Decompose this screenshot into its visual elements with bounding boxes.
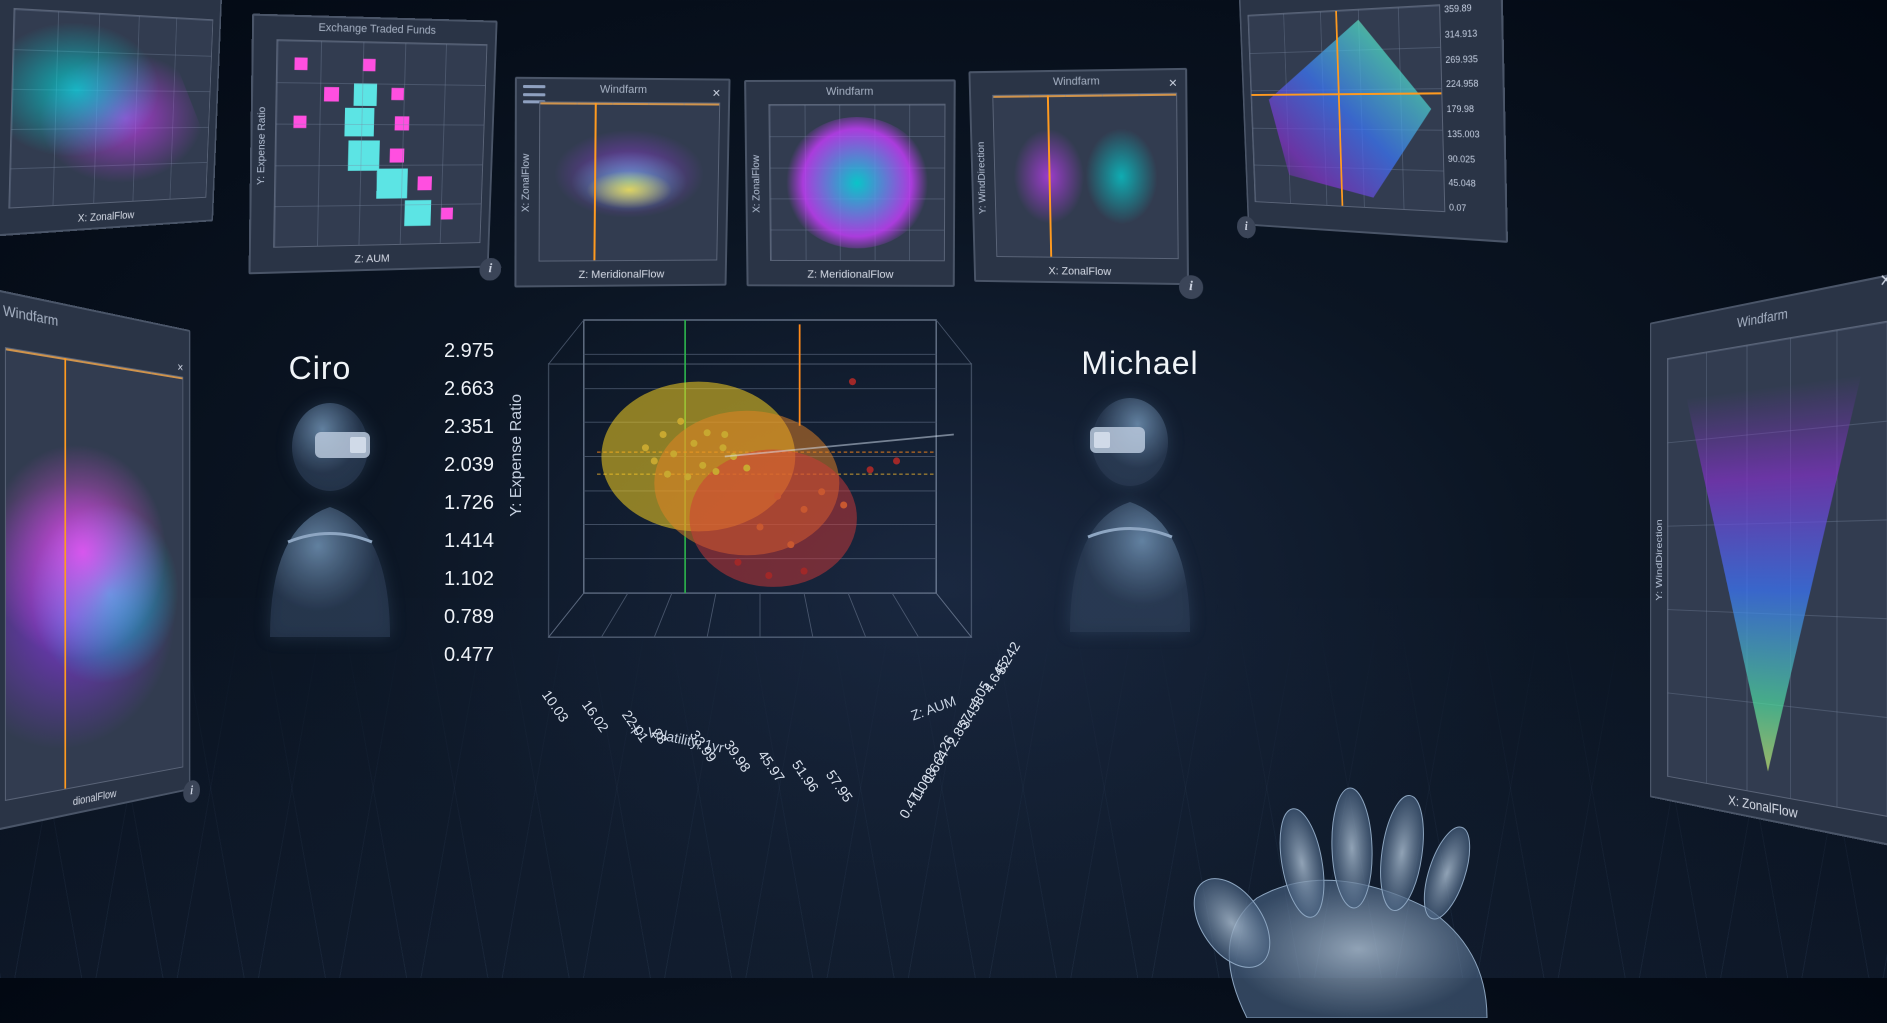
y-tick: 2.039: [430, 454, 494, 477]
plot-area: [1247, 4, 1445, 212]
avatar-ciro: Ciro: [230, 350, 410, 650]
y-tick: 2.663: [430, 378, 494, 401]
y-tick: 2.351: [430, 416, 494, 439]
axis-ticks: 359.89 314.913 269.935 224.958 179.98 13…: [1444, 1, 1501, 215]
panel-title: Exchange Traded Funds: [318, 22, 436, 37]
close-icon[interactable]: ×: [177, 359, 183, 375]
panel-top-right[interactable]: × 359.89 314.913 269.935 224.958 179.98 …: [1239, 0, 1508, 243]
panel-windfarm-2[interactable]: Windfarm X: ZonalFlow Z: MeridionalFlow: [744, 79, 956, 286]
cube-frame: [520, 320, 1000, 690]
plot-area: [1667, 321, 1887, 817]
close-icon[interactable]: ×: [1169, 74, 1178, 91]
panel-right-side[interactable]: Windfarm × Y: WindDirection X: ZonalFlow: [1650, 272, 1887, 847]
y-axis-label: X: ZonalFlow: [521, 154, 532, 213]
info-icon[interactable]: i: [479, 258, 502, 281]
plot-area: [992, 93, 1178, 260]
panel-title: Windfarm: [826, 86, 873, 98]
x-axis-label: dionalFlow: [73, 788, 117, 809]
panel-left-side[interactable]: Windfarm × dionalFlow i: [0, 286, 190, 834]
info-icon[interactable]: i: [1179, 275, 1203, 299]
close-icon[interactable]: ×: [1880, 267, 1887, 295]
panel-windfarm-1[interactable]: Windfarm × X: ZonalFlow Z: MeridionalFlo…: [514, 77, 730, 288]
close-icon[interactable]: ×: [712, 84, 720, 100]
panel-title: Windfarm: [3, 301, 58, 329]
y-tick: 1.726: [430, 492, 494, 515]
y-axis-label: Y: WindDirection: [976, 141, 988, 214]
plot-area: [5, 347, 183, 801]
y-tick: 1.102: [430, 568, 494, 591]
y-tick: 2.975: [430, 340, 494, 363]
plot-area: [768, 104, 945, 262]
panel-etf[interactable]: Exchange Traded Funds Y: Expense Ratio Z…: [248, 14, 497, 275]
x-axis-label: Z: AUM: [354, 253, 390, 266]
avatar-michael: Michael: [1050, 345, 1230, 645]
y-axis-label: Y: WindDirection: [1654, 519, 1664, 601]
y-tick: 1.414: [430, 530, 494, 553]
panel-title: Windfarm: [1737, 305, 1788, 331]
avatar-name: Ciro: [230, 350, 410, 387]
x-axis-label: X: ZonalFlow: [1048, 265, 1111, 278]
x-axis-label: Z: MeridionalFlow: [807, 269, 893, 281]
y-axis-label: X: ZonalFlow: [751, 155, 763, 213]
avatar-name: Michael: [1050, 345, 1230, 382]
panel-windfarm-3[interactable]: Windfarm × Y: WindDirection X: ZonalFlow…: [968, 68, 1189, 285]
plot-area: [539, 101, 721, 261]
z-axis-label: Z: AUM: [909, 693, 958, 724]
y-tick: 0.477: [430, 644, 494, 667]
vr-hand: [1127, 758, 1507, 1018]
x-axis-label: Z: MeridionalFlow: [578, 269, 664, 281]
info-icon[interactable]: i: [1237, 216, 1257, 239]
panel-top-left[interactable]: X: ZonalFlow: [0, 0, 222, 237]
y-tick: 0.789: [430, 606, 494, 629]
plot-area: [273, 39, 487, 248]
main-3d-chart[interactable]: 2.975 2.663 2.351 2.039 1.726 1.414 1.10…: [430, 330, 1030, 760]
y-axis-label: Y: Expense Ratio: [256, 106, 268, 184]
plot-area: [8, 8, 213, 209]
panel-title: Windfarm: [1053, 75, 1100, 88]
panel-title: Windfarm: [600, 84, 647, 96]
x-axis-label: X: ZonalFlow: [78, 209, 135, 224]
